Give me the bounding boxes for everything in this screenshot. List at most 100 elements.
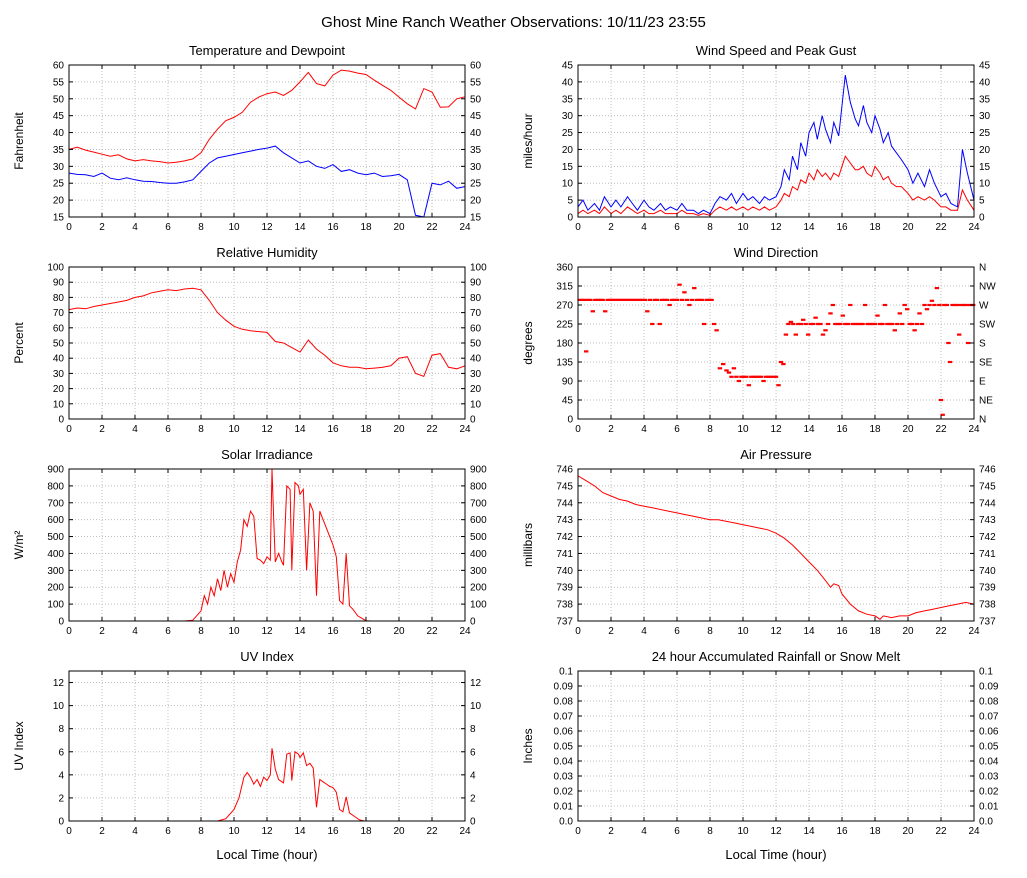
series-group bbox=[68, 748, 465, 822]
svg-text:4: 4 bbox=[641, 222, 647, 233]
y-tick-labels-right: 15 20 25 30 35 40 45 50 55 60 bbox=[470, 61, 482, 224]
svg-text:739: 739 bbox=[557, 583, 574, 594]
chart-uv-index: 0 2 4 6 8 10 12 14 16 18 20 22 24 0 2 4 6 8 10 12 0 2 4 6 8 10 12 U… bbox=[8, 647, 510, 867]
svg-text:0: 0 bbox=[470, 617, 476, 628]
chart-svg-uv-index: 0 2 4 6 8 10 12 14 16 18 20 22 24024681012024681012U… bbox=[12, 649, 482, 862]
chart-title: 24 hour Accumulated Rainfall or Snow Mel… bbox=[652, 649, 901, 664]
svg-text:S: S bbox=[979, 339, 986, 350]
svg-text:24: 24 bbox=[459, 626, 471, 637]
svg-text:0.05: 0.05 bbox=[554, 742, 574, 753]
svg-text:18: 18 bbox=[360, 826, 372, 837]
svg-text:50: 50 bbox=[470, 339, 482, 350]
svg-text:737: 737 bbox=[979, 617, 996, 628]
svg-text:2: 2 bbox=[99, 424, 105, 435]
svg-text:22: 22 bbox=[426, 626, 438, 637]
svg-text:2: 2 bbox=[608, 222, 614, 233]
svg-text:12: 12 bbox=[261, 222, 273, 233]
svg-text:0.0: 0.0 bbox=[979, 817, 993, 828]
svg-text:4: 4 bbox=[641, 424, 647, 435]
svg-text:20: 20 bbox=[903, 626, 915, 637]
chart-svg-wind-speed-gust: 0 2 4 6 8 10 12 14 16 18 20 22 240510152025303540450… bbox=[521, 43, 991, 233]
svg-text:4: 4 bbox=[132, 222, 138, 233]
svg-text:90: 90 bbox=[470, 278, 482, 289]
series-dewpoint bbox=[68, 145, 465, 218]
svg-text:4: 4 bbox=[58, 770, 64, 781]
svg-text:0: 0 bbox=[58, 817, 64, 828]
svg-text:2: 2 bbox=[99, 626, 105, 637]
svg-text:6: 6 bbox=[674, 826, 680, 837]
svg-text:0.02: 0.02 bbox=[979, 787, 999, 798]
y-tick-labels-left: 0 100 200 300 400 500 600 700 800 900 bbox=[47, 465, 64, 628]
svg-text:0: 0 bbox=[470, 817, 476, 828]
svg-text:6: 6 bbox=[674, 626, 680, 637]
svg-text:0.04: 0.04 bbox=[554, 757, 574, 768]
svg-text:10: 10 bbox=[738, 222, 750, 233]
svg-text:24: 24 bbox=[459, 826, 471, 837]
svg-text:739: 739 bbox=[979, 583, 996, 594]
svg-text:743: 743 bbox=[557, 515, 574, 526]
grid-lines bbox=[68, 65, 465, 217]
svg-text:12: 12 bbox=[261, 626, 273, 637]
svg-text:700: 700 bbox=[47, 498, 64, 509]
svg-text:0: 0 bbox=[66, 424, 72, 435]
svg-text:22: 22 bbox=[426, 424, 438, 435]
series-group bbox=[68, 69, 465, 218]
chart-title: Relative Humidity bbox=[216, 245, 318, 260]
svg-text:900: 900 bbox=[47, 465, 64, 476]
svg-text:800: 800 bbox=[470, 481, 487, 492]
svg-text:4: 4 bbox=[132, 626, 138, 637]
svg-text:5: 5 bbox=[568, 196, 574, 207]
svg-text:600: 600 bbox=[47, 515, 64, 526]
svg-text:200: 200 bbox=[47, 583, 64, 594]
svg-text:10: 10 bbox=[979, 179, 991, 190]
svg-text:6: 6 bbox=[165, 626, 171, 637]
svg-text:0: 0 bbox=[66, 222, 72, 233]
svg-text:0: 0 bbox=[568, 415, 574, 426]
tick-marks bbox=[68, 64, 466, 218]
chart-solar-irradiance: 0 2 4 6 8 10 12 14 16 18 20 22 24 0 100 200 300 400 500 600… bbox=[8, 445, 510, 643]
svg-text:500: 500 bbox=[47, 532, 64, 543]
svg-text:0.1: 0.1 bbox=[979, 667, 993, 678]
svg-text:18: 18 bbox=[360, 626, 372, 637]
svg-text:24: 24 bbox=[969, 424, 981, 435]
svg-text:0.1: 0.1 bbox=[559, 667, 573, 678]
svg-text:15: 15 bbox=[470, 213, 482, 224]
svg-text:0: 0 bbox=[66, 826, 72, 837]
svg-text:90: 90 bbox=[53, 278, 65, 289]
svg-text:60: 60 bbox=[470, 61, 482, 72]
y-tick-labels-left: 0 10 20 30 40 50 60 70 80 90 100 bbox=[47, 263, 64, 426]
x-tick-labels: 0 2 4 6 8 10 12 14 16 18 20 22 24 bbox=[575, 826, 980, 837]
chart-svg-rainfall: 0 2 4 6 8 10 12 14 16 18 20 22 240.00.010.020.030.04… bbox=[521, 649, 999, 862]
svg-text:745: 745 bbox=[979, 481, 996, 492]
svg-text:8: 8 bbox=[198, 626, 204, 637]
svg-text:30: 30 bbox=[470, 162, 482, 173]
y-tick-labels-right: 737 738 739 740 741 742 743 744 745 746 bbox=[979, 465, 996, 628]
svg-text:8: 8 bbox=[707, 424, 713, 435]
y-axis-label: Inches bbox=[521, 728, 535, 763]
svg-text:600: 600 bbox=[470, 515, 487, 526]
svg-text:0: 0 bbox=[58, 617, 64, 628]
series-direction bbox=[577, 283, 976, 416]
svg-text:70: 70 bbox=[53, 308, 65, 319]
y-tick-labels-right: 0.0 0.01 0.02 0.03 0.04 0.05 0.06 0.07 0.08 0.09 0… bbox=[979, 667, 999, 828]
svg-text:40: 40 bbox=[470, 128, 482, 139]
svg-text:22: 22 bbox=[426, 222, 438, 233]
svg-text:22: 22 bbox=[936, 424, 948, 435]
svg-text:0.03: 0.03 bbox=[979, 772, 999, 783]
svg-text:E: E bbox=[979, 377, 986, 388]
y-axis-label: Fahrenheit bbox=[12, 112, 26, 170]
chart-svg-relative-humidity: 0 2 4 6 8 10 12 14 16 18 20 22 240102030405060708090… bbox=[12, 245, 487, 435]
chart-air-pressure: 0 2 4 6 8 10 12 14 16 18 20 22 24 737 738 739 740 741 742 7… bbox=[518, 445, 1020, 643]
svg-text:0.07: 0.07 bbox=[979, 712, 999, 723]
chart-title: Solar Irradiance bbox=[221, 447, 313, 462]
svg-text:16: 16 bbox=[327, 424, 339, 435]
svg-text:10: 10 bbox=[228, 626, 240, 637]
svg-text:35: 35 bbox=[562, 94, 574, 105]
series-irradiance bbox=[68, 468, 465, 622]
svg-text:738: 738 bbox=[557, 600, 574, 611]
chart-temperature-dewpoint: 0 2 4 6 8 10 12 14 16 18 20 22 24 15 20 25 30 35 40 45 50 55 6… bbox=[8, 41, 510, 239]
svg-text:0.06: 0.06 bbox=[979, 727, 999, 738]
svg-text:4: 4 bbox=[641, 626, 647, 637]
svg-text:80: 80 bbox=[53, 293, 65, 304]
series-peak-gust bbox=[577, 75, 975, 215]
